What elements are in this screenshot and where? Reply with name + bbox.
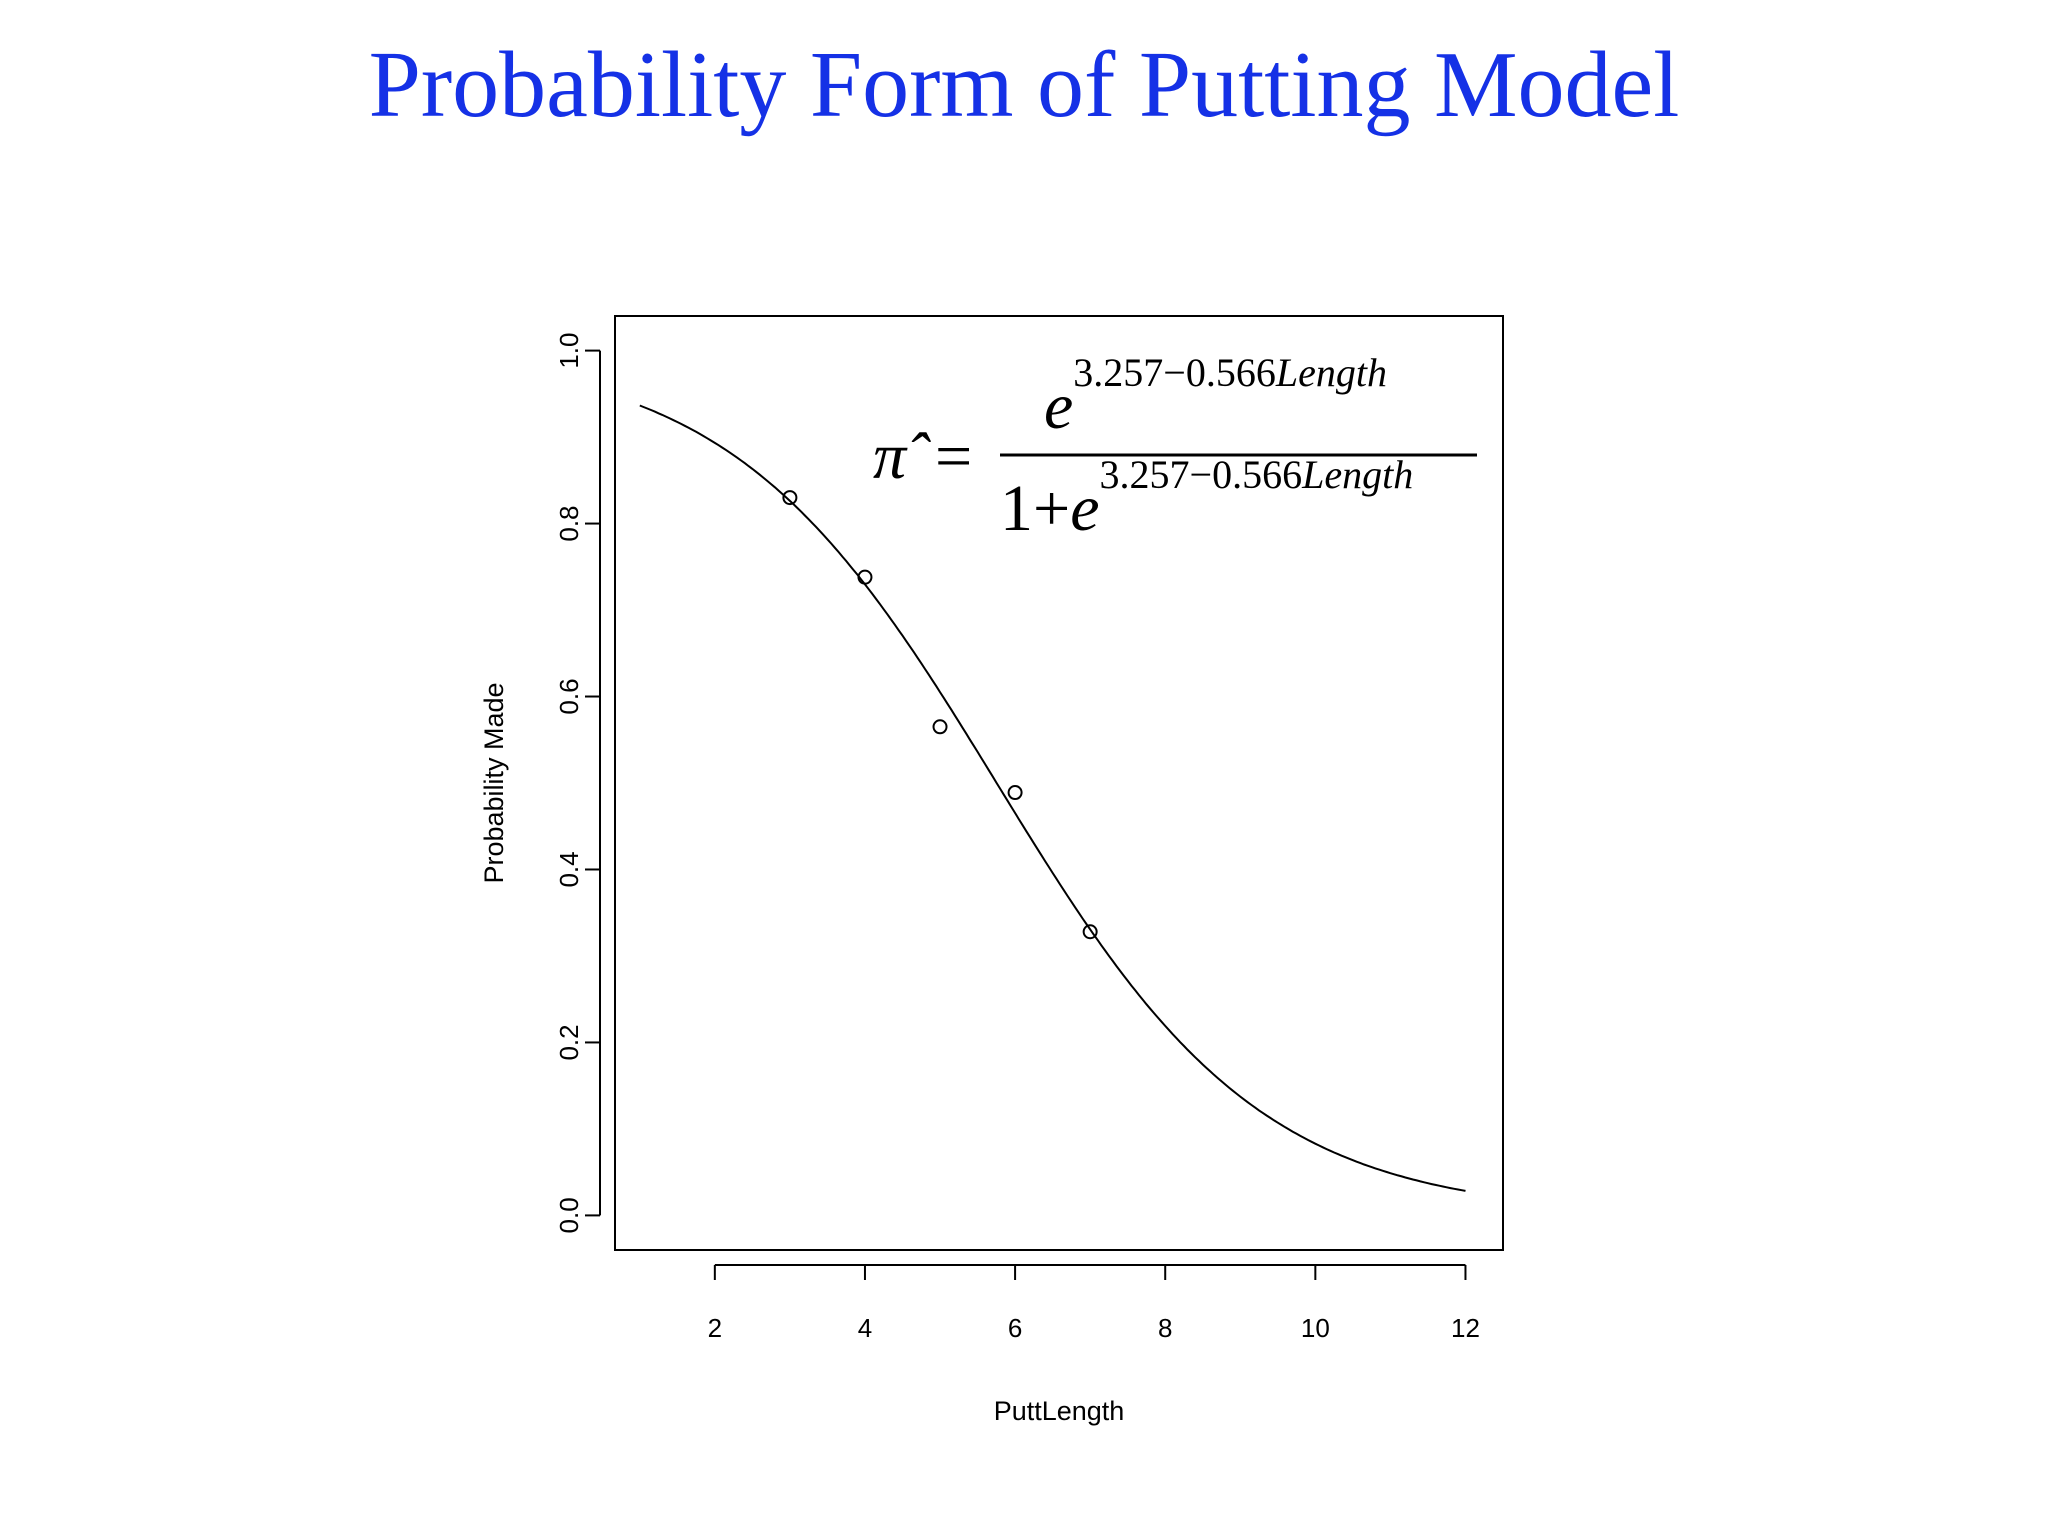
- y-tick-label: 0.8: [554, 505, 584, 541]
- denominator: 1+e3.257−0.566Length: [1000, 452, 1413, 545]
- x-tick-label: 8: [1158, 1313, 1172, 1343]
- equation-lhs: π̂: [873, 420, 931, 493]
- x-tick-label: 4: [858, 1313, 872, 1343]
- data-points: [782, 490, 1098, 940]
- x-axis: 2 4 6 8 10 12: [708, 1264, 1480, 1343]
- plot-frame: [614, 315, 1504, 1251]
- x-axis-title: PuttLength: [994, 1396, 1125, 1426]
- y-tick-label: 0.0: [554, 1197, 584, 1233]
- fitted-curve: [639, 404, 1466, 1192]
- y-axis: 0.0 0.2 0.4 0.6 0.8 1.0: [554, 333, 601, 1233]
- data-point: [857, 569, 873, 585]
- y-axis-title: Probability Made: [479, 682, 509, 883]
- slide-title: Probability Form of Putting Model: [368, 33, 1680, 137]
- numerator: e3.257−0.566Length: [1044, 350, 1387, 443]
- x-tick-label: 12: [1451, 1313, 1480, 1343]
- equation-equals: =: [935, 420, 972, 493]
- y-tick-label: 1.0: [554, 333, 584, 369]
- y-tick-label: 0.4: [554, 851, 584, 887]
- data-point: [1007, 785, 1023, 801]
- y-tick-label: 0.6: [554, 678, 584, 714]
- model-equation: π̂ = e3.257−0.566Length 1+e3.257−0.566Le…: [873, 350, 1477, 545]
- y-tick-label: 0.2: [554, 1024, 584, 1060]
- data-point: [782, 490, 798, 506]
- data-point: [1082, 924, 1098, 940]
- x-tick-label: 2: [708, 1313, 722, 1343]
- x-tick-label: 10: [1301, 1313, 1330, 1343]
- data-point: [932, 719, 948, 735]
- x-tick-label: 6: [1008, 1313, 1022, 1343]
